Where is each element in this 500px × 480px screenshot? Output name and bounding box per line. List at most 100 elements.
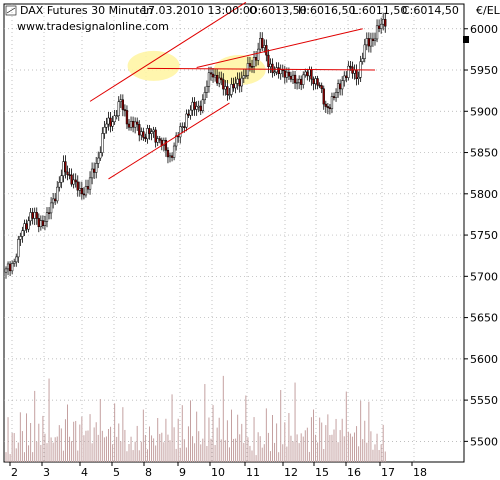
y-tick-label: 5850 [470, 147, 498, 160]
candle-body [277, 67, 280, 75]
candle-body [203, 92, 206, 101]
candle-body [62, 161, 65, 177]
candle-body [285, 71, 289, 78]
chart-header: DAX Futures 30 Minuten 17.03.2010 13:00:… [5, 4, 500, 43]
candle-body [111, 121, 114, 127]
y-tick-label: 5750 [470, 229, 498, 242]
highlight-zone [213, 55, 266, 86]
candle-body [197, 105, 200, 108]
candle-body [142, 131, 145, 138]
candle-body [295, 82, 299, 84]
candle-body [195, 106, 198, 110]
x-tick-label: 11 [246, 466, 260, 479]
candle-body [336, 83, 340, 93]
candle-body [183, 126, 186, 128]
currency-label: €/EL [476, 4, 500, 17]
candle-body [191, 101, 194, 111]
candle-body [314, 78, 317, 85]
candle-body [58, 182, 61, 188]
candle-body [166, 150, 170, 158]
candle-body [117, 101, 120, 116]
candle-body [134, 121, 137, 128]
candle-body [257, 48, 260, 61]
candle-body [306, 71, 309, 77]
candle-body [265, 45, 268, 56]
header-close: C:6014,50 [402, 4, 459, 17]
candle-body [199, 105, 202, 111]
y-tick-label: 5900 [470, 105, 498, 118]
candle-body [146, 128, 149, 140]
candle-body [367, 38, 371, 47]
candle-body [363, 44, 366, 59]
candle-body [320, 85, 323, 89]
candle-body [187, 113, 190, 116]
candle-body [37, 218, 40, 228]
candle-body [234, 83, 237, 89]
candle-body [21, 230, 24, 237]
candle-body [103, 126, 106, 134]
candle-body [164, 140, 168, 151]
y-tick-label: 5650 [470, 312, 498, 325]
candle-body [330, 96, 334, 110]
candle-body [332, 96, 336, 99]
candle-body [244, 75, 247, 77]
candle-body [236, 78, 239, 84]
candle-body [205, 86, 209, 93]
candle-body [371, 38, 375, 42]
candle-body [172, 145, 176, 158]
x-tick-label: 8 [145, 466, 152, 479]
y-tick-label: 5800 [470, 188, 498, 201]
candle-body [72, 179, 75, 185]
x-tick-label: 2 [11, 466, 18, 479]
candle-body [334, 92, 338, 99]
candle-body [312, 78, 315, 85]
candle-body [216, 74, 219, 84]
x-tick-label: 4 [81, 466, 88, 479]
candle-body [29, 212, 32, 222]
x-tick-label: 9 [179, 466, 186, 479]
candle-body [45, 212, 49, 222]
candle-body [298, 78, 301, 83]
candle-body [291, 74, 295, 80]
candle-body [365, 38, 368, 46]
candle-body [11, 263, 14, 272]
candle-body [326, 106, 330, 108]
candle-body [271, 63, 274, 73]
candle-body [248, 63, 252, 67]
candle-body [109, 117, 112, 127]
candle-body [138, 124, 141, 136]
candle-body [230, 84, 233, 95]
candle-body [287, 71, 291, 77]
candle-body [361, 58, 364, 62]
x-axis: 2 3 4 5 8 9 10 11 12 15 16 17 18 [9, 462, 427, 479]
candle-body [316, 78, 319, 86]
candle-body [254, 57, 258, 61]
candle-body [189, 109, 192, 116]
candle-body [380, 23, 383, 29]
candle-body [17, 239, 20, 258]
candle-body [300, 78, 303, 85]
y-tick-label: 5600 [470, 353, 498, 366]
candle-body [97, 157, 100, 164]
candle-body [310, 69, 313, 80]
candle-body [373, 38, 377, 42]
candle-body [339, 83, 342, 90]
candle-body [95, 163, 98, 173]
y-tick-label: 5950 [470, 64, 498, 77]
candle-body [101, 133, 104, 153]
candle-body [224, 86, 227, 90]
trendline [196, 28, 363, 69]
candle-body [259, 38, 262, 50]
trendlines [89, 1, 376, 180]
candle-body [54, 198, 57, 202]
candle-body [179, 126, 182, 138]
candle-body [25, 223, 28, 230]
candle-body [283, 70, 286, 78]
candle-body [209, 72, 213, 75]
candle-body [125, 110, 129, 125]
candle-body [4, 268, 8, 273]
highlight-zones [127, 50, 266, 86]
candle-body [64, 161, 67, 173]
candle-body [289, 76, 293, 80]
